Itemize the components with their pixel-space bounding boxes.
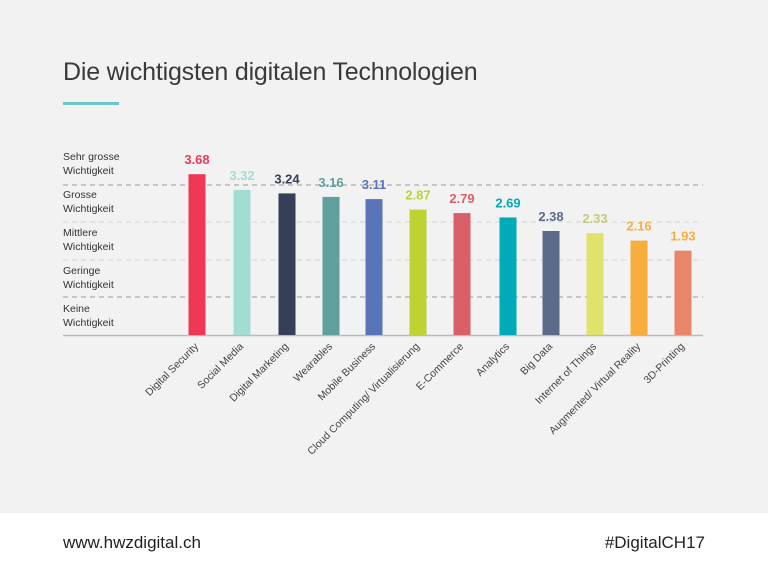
- y-category-label: Wichtigkeit: [63, 317, 114, 329]
- data-label: 2.38: [538, 209, 563, 224]
- bar: [188, 174, 206, 335]
- data-label: 2.33: [582, 211, 607, 226]
- y-category-label: Wichtigkeit: [63, 165, 114, 177]
- bar: [278, 193, 296, 335]
- y-category-label: Geringe: [63, 265, 101, 277]
- bar: [453, 213, 471, 335]
- y-category-label: Wichtigkeit: [63, 203, 114, 215]
- data-label: 3.68: [184, 152, 209, 167]
- x-tick-label: Wearables: [291, 341, 335, 385]
- y-category-label: Wichtigkeit: [63, 241, 114, 253]
- bar: [542, 230, 560, 335]
- bar: [586, 233, 604, 335]
- title-accent-line: [63, 102, 119, 105]
- data-label: 1.93: [670, 229, 695, 244]
- data-label: 3.32: [229, 168, 254, 183]
- footer-hashtag: #DigitalCH17: [604, 533, 705, 552]
- bar-chart: Sehr grosse Wichtigkeit Grosse Wichtigkeit M…: [63, 151, 703, 458]
- bar: [365, 199, 383, 335]
- y-category-label: Wichtigkeit: [63, 279, 114, 291]
- data-label: 3.24: [274, 171, 300, 186]
- data-label: 3.11: [362, 177, 387, 192]
- y-category-label: Grosse: [63, 189, 97, 201]
- data-label: 2.79: [449, 191, 474, 206]
- x-tick-label: Analytics: [474, 341, 512, 379]
- data-label: 2.16: [626, 219, 651, 234]
- chart-title: Die wichtigsten digitalen Technologien: [63, 58, 478, 86]
- x-tick-label: Augmented/ Virtual Reality: [547, 340, 644, 437]
- data-label: 3.16: [318, 175, 343, 190]
- y-category-label: Mittlere: [63, 227, 98, 239]
- footer-url[interactable]: www.hwzdigital.ch: [63, 533, 201, 552]
- data-label: 2.87: [405, 188, 430, 203]
- x-tick-label: Big Data: [518, 341, 555, 378]
- bar: [409, 209, 427, 335]
- y-category-label: Sehr grosse: [63, 151, 120, 163]
- x-tick-label: 3D-Printing: [641, 341, 687, 387]
- footer: www.hwzdigital.ch #DigitalCH17: [0, 513, 768, 575]
- y-category-label: Keine: [63, 303, 90, 315]
- bar: [233, 189, 251, 335]
- bar: [630, 240, 648, 335]
- data-label: 2.69: [495, 195, 520, 210]
- x-tick-label: Digital Security: [143, 340, 202, 399]
- x-tick-label: E-Commerce: [414, 341, 466, 393]
- bar: [322, 196, 340, 335]
- bar: [499, 217, 517, 335]
- bar: [674, 250, 692, 335]
